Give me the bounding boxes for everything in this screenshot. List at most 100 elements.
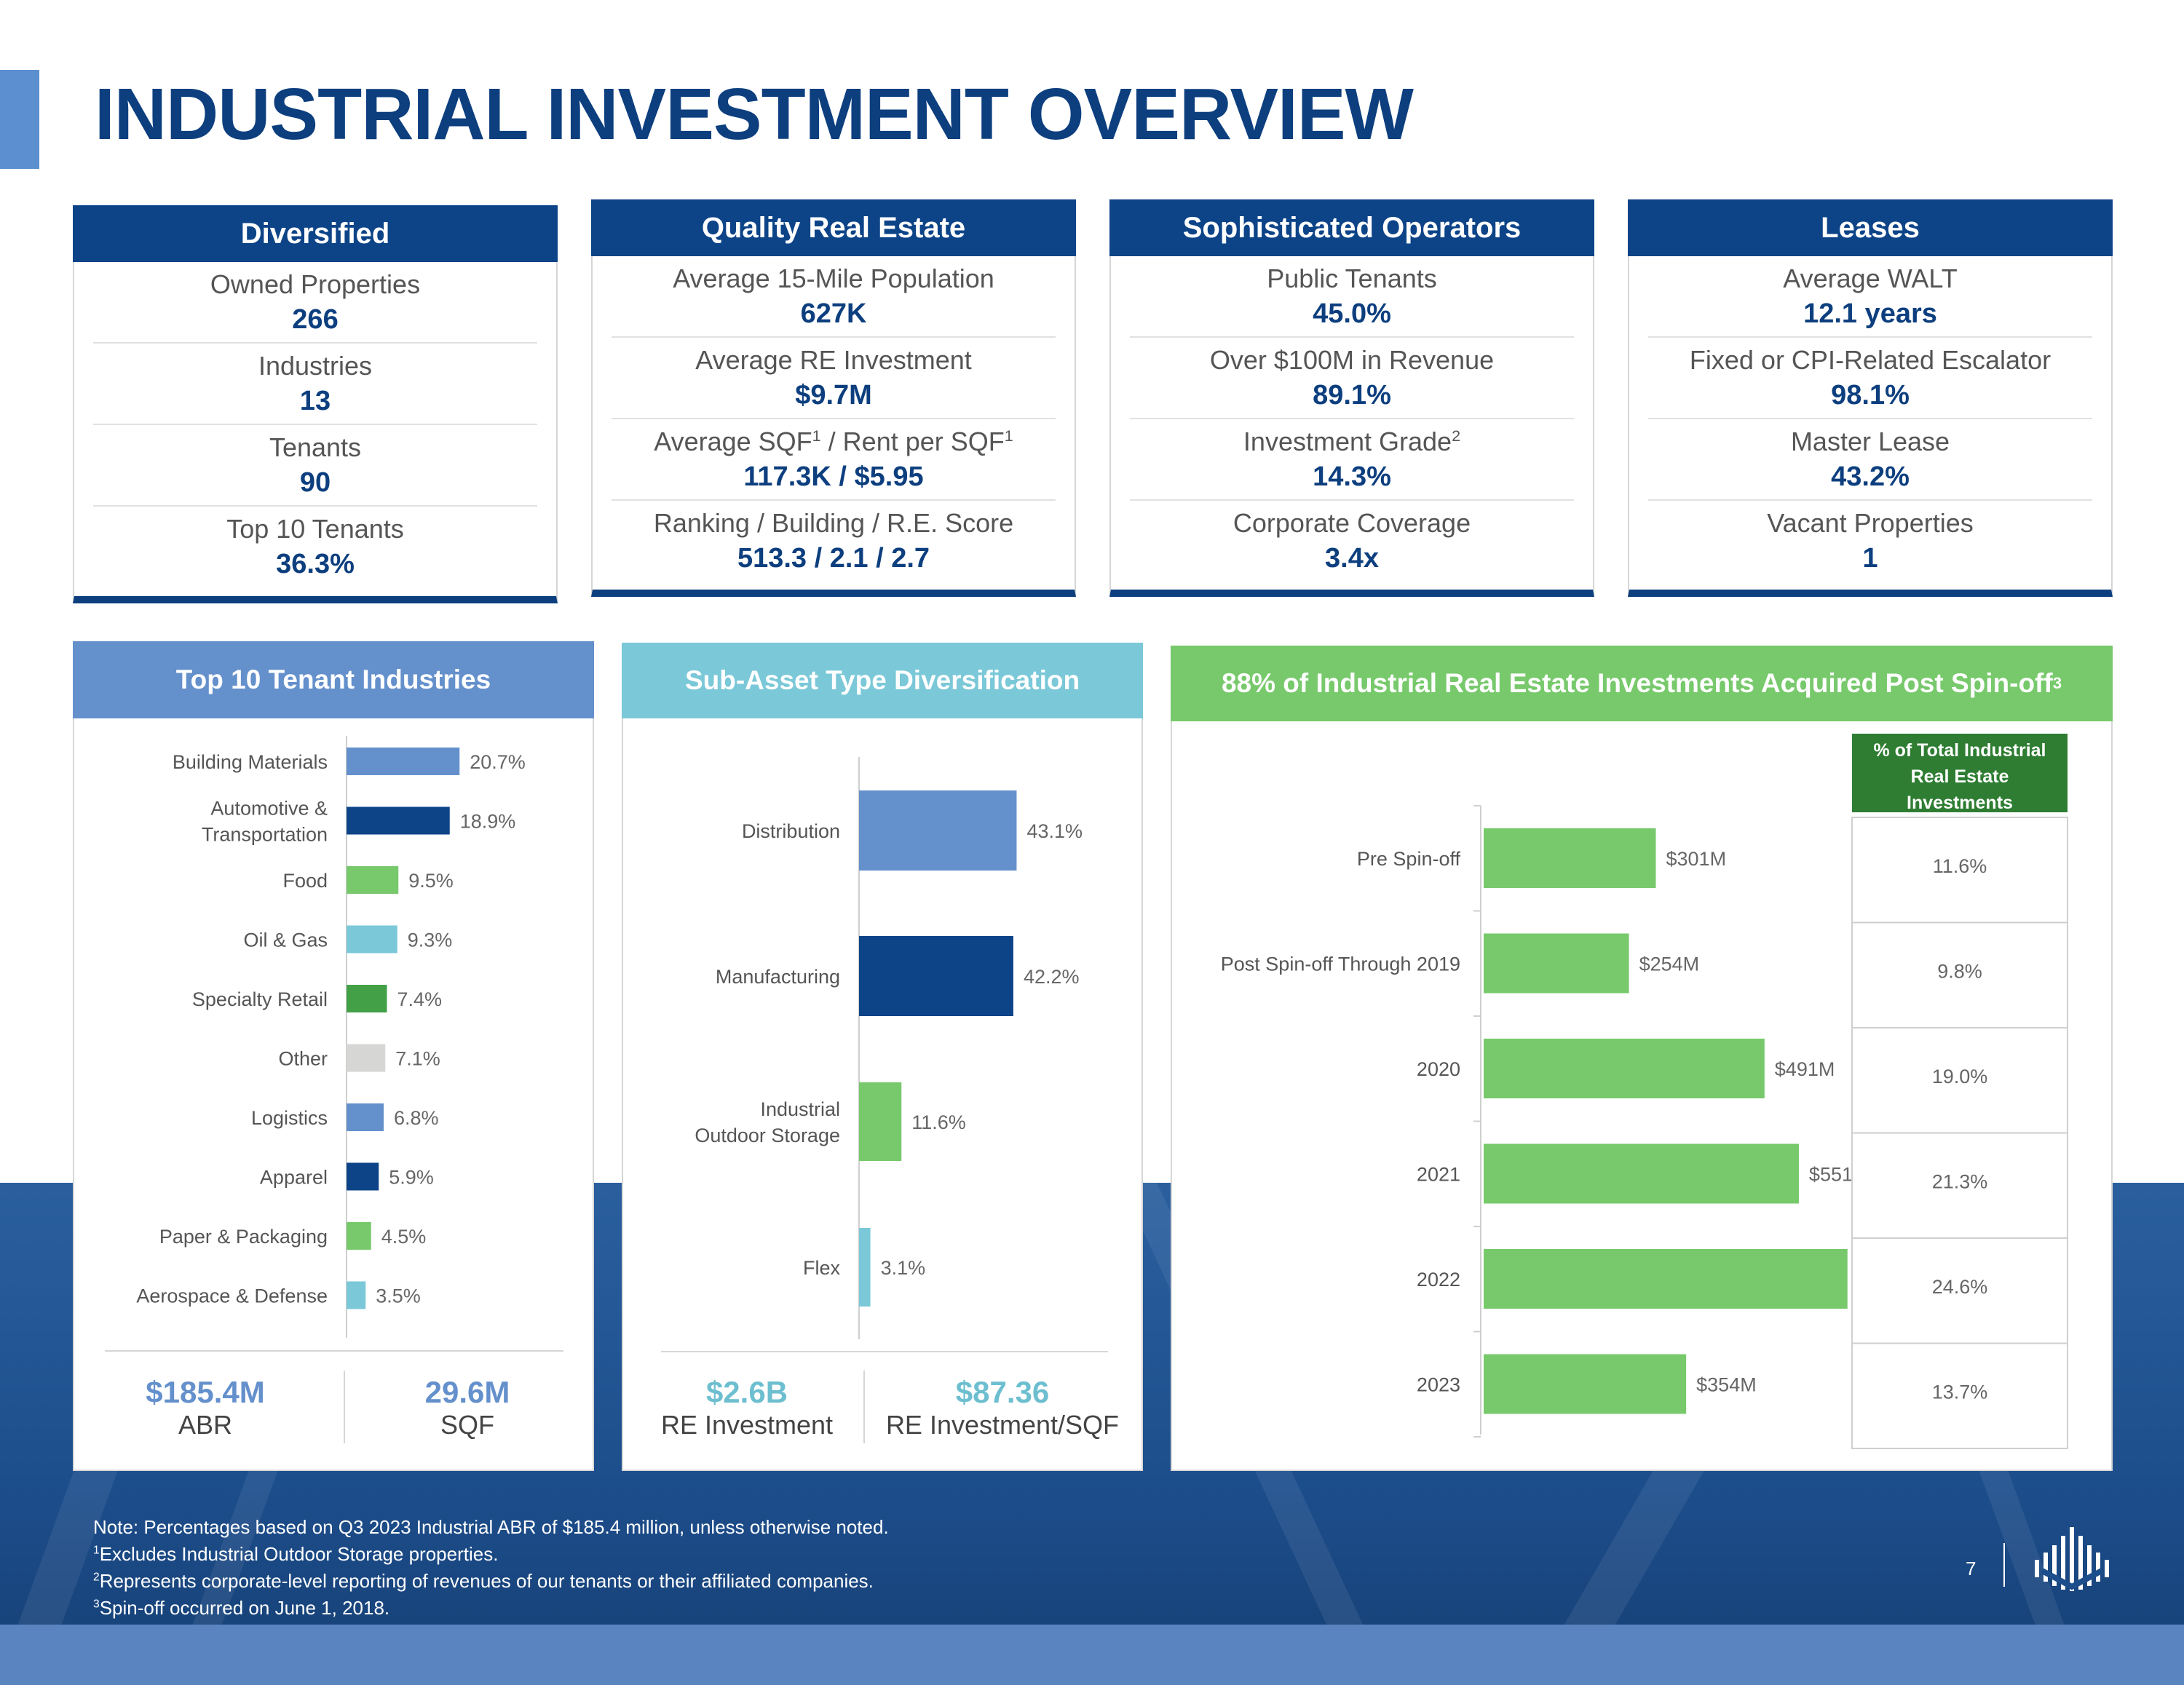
card-header: Sophisticated Operators (1109, 199, 1594, 256)
category-label: Distribution (742, 820, 840, 842)
panel-top-10-tenant-industries: Top 10 Tenant Industries 20.7% Building M… (73, 641, 594, 1471)
chart-sub-asset-type: 43.1% Distribution 42.2% Manufacturing 11.6%… (695, 757, 1083, 1339)
stat-row: Corporate Coverage 3.4x (1130, 501, 1574, 581)
panel-sub-asset-type: Sub-Asset Type Diversification 43.1% Dist… (622, 643, 1143, 1471)
stat-row: Average 15-Mile Population 627K (612, 256, 1056, 338)
stat-row: Industries 13 (93, 344, 537, 425)
stat-value: 12.1 years (1803, 298, 1937, 329)
card-leases: Leases Average WALT 12.1 years Fixed or C… (1628, 199, 2113, 597)
stat-label: Top 10 Tenants (226, 514, 404, 544)
category-label: Building Materials (173, 751, 328, 773)
table-cell (1851, 817, 2068, 924)
bar (347, 1044, 386, 1072)
panel-header: Sub-Asset Type Diversification (622, 643, 1143, 718)
panel-investments-post-spin-off: 88% of Industrial Real Estate Investment… (1171, 646, 2113, 1471)
data-label: 9.5% (408, 870, 454, 892)
data-label: 4.5% (381, 1226, 427, 1248)
bar (347, 748, 460, 775)
data-label: 7.4% (397, 988, 443, 1010)
summary-value: $87.36 (955, 1375, 1050, 1409)
bar (347, 1222, 371, 1250)
company-logo-icon (2035, 1527, 2109, 1591)
stat-label: Average RE Investment (695, 345, 972, 375)
table-cell (1851, 1342, 2068, 1449)
stat-label: Over $100M in Revenue (1209, 345, 1495, 375)
stat-label: Owned Properties (210, 269, 421, 299)
data-label: 3.1% (881, 1257, 926, 1279)
summary-value: 29.6M (424, 1375, 510, 1409)
summary-abr: $185.4M ABR (96, 1375, 314, 1440)
stat-value: 513.3 / 2.1 / 2.7 (737, 543, 930, 574)
panel-header: 88% of Industrial Real Estate Investment… (1171, 646, 2113, 721)
data-label: 5.9% (389, 1167, 434, 1189)
bar (347, 925, 397, 953)
table-header-bg (1852, 734, 2068, 812)
bar (347, 1103, 384, 1131)
stat-value: 13 (299, 386, 331, 416)
summary-re-investment: $2.6B RE Investment (638, 1375, 856, 1440)
table-cell-value: 24.6% (1932, 1276, 1988, 1298)
card-quality-real-estate: Quality Real Estate Average 15-Mile Popu… (591, 199, 1076, 597)
data-label: $491M (1775, 1058, 1835, 1080)
bar (1484, 828, 1656, 888)
note-line: 1Excludes Industrial Outdoor Storage pro… (93, 1543, 499, 1565)
category-label: Transportation (202, 824, 328, 846)
category-label: 2023 (1417, 1374, 1460, 1396)
data-label: 42.2% (1024, 966, 1080, 988)
bar (347, 1281, 366, 1309)
table-header-text: Real Estate (1911, 766, 2009, 787)
stat-value: 98.1% (1831, 380, 1910, 411)
table-cell-value: 19.0% (1932, 1066, 1988, 1087)
data-label: 7.1% (395, 1048, 440, 1070)
data-label: $254M (1639, 953, 1700, 975)
stat-row: Ranking / Building / R.E. Score 513.3 / 2… (612, 501, 1056, 581)
summary-separator (863, 1371, 865, 1443)
bar (1484, 1354, 1687, 1414)
category-label: Other (278, 1048, 328, 1070)
stat-value: 627K (800, 298, 867, 329)
stat-value: 3.4x (1325, 543, 1379, 574)
stat-value: 266 (292, 304, 339, 335)
stat-label: Average WALT (1783, 263, 1958, 293)
stat-row: Vacant Properties 1 (1648, 501, 2092, 581)
note-line: Note: Percentages based on Q3 2023 Indus… (93, 1516, 889, 1538)
chart-investments-by-period: $301M Pre Spin-off $254M Post Spin-off Thro… (1221, 734, 2068, 1449)
stat-label: Industries (258, 351, 373, 381)
card-header: Quality Real Estate (591, 199, 1076, 256)
note-line: 2Represents corporate-level reporting of… (93, 1570, 874, 1592)
stat-row: Investment Grade2 14.3% (1130, 419, 1574, 501)
summary-label: RE Investment/SQF (885, 1410, 1120, 1440)
bar (859, 1082, 902, 1161)
card-header: Diversified (73, 205, 558, 262)
stat-label: Vacant Properties (1767, 508, 1974, 538)
stat-row: Average SQF1 / Rent per SQF1 117.3K / $5.… (612, 419, 1056, 501)
table-cell (1851, 1132, 2068, 1239)
stat-row: Tenants 90 (93, 425, 537, 507)
stat-label: Ranking / Building / R.E. Score (653, 508, 1014, 538)
stat-value: 14.3% (1313, 461, 1391, 492)
data-label: 43.1% (1026, 820, 1083, 842)
data-label: 3.5% (376, 1285, 421, 1307)
summary-label: ABR (178, 1410, 233, 1440)
category-label: Apparel (260, 1167, 328, 1189)
table-cell-value: 11.6% (1933, 855, 1987, 877)
data-label: $301M (1666, 848, 1727, 870)
footer-strip (0, 1625, 2184, 1685)
stat-label: Tenants (269, 432, 362, 462)
data-label: 20.7% (470, 751, 526, 773)
table-cell (1851, 1237, 2068, 1344)
data-label: $354M (1696, 1374, 1757, 1396)
title-accent-bar (0, 70, 39, 169)
bar (859, 790, 1017, 871)
stat-value: 117.3K / $5.95 (743, 461, 924, 492)
stat-value: 43.2% (1831, 461, 1910, 492)
summary-value: $185.4M (146, 1375, 265, 1409)
stat-row: Public Tenants 45.0% (1130, 256, 1574, 338)
chart-tenant-industries: 20.7% Building Materials 18.9% Automotive &… (136, 736, 526, 1338)
category-label: 2022 (1417, 1269, 1460, 1290)
logo-separator (2003, 1543, 2005, 1587)
stat-label: Public Tenants (1267, 263, 1437, 293)
stat-row: Fixed or CPI-Related Escalator 98.1% (1648, 338, 2092, 419)
bar (1484, 1143, 1799, 1204)
note-line: 3Spin-off occurred on June 1, 2018. (93, 1597, 390, 1619)
